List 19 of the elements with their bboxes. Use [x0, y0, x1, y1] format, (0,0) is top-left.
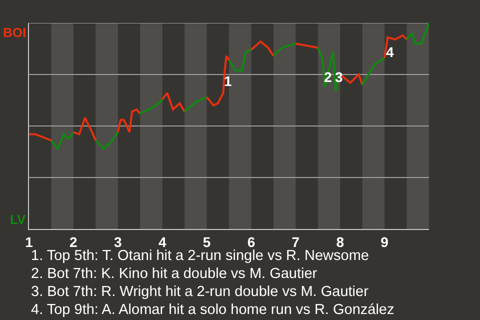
x-tick-label: 8 [336, 234, 344, 250]
x-tick-label: 9 [380, 234, 389, 250]
text: 4. Top 9th: A. Alomar hit a solo home run vs R. González [31, 302, 394, 318]
text: BOI [3, 25, 26, 40]
annotation: 1 [224, 73, 232, 89]
x-tick-label: 5 [202, 234, 211, 250]
x-tick-label: 1 [25, 234, 34, 250]
annotation: 2 [324, 69, 332, 85]
x-tick-label: 6 [247, 234, 256, 250]
text: LV [10, 212, 26, 227]
annotation: 4 [386, 44, 394, 60]
text: 3. Bot 7th: R. Wright hit a 2-run double vs M. Gautier [31, 284, 369, 300]
text: 2. Bot 7th: K. Kino hit a double vs M. Gautier [31, 266, 318, 282]
x-tick-label: 3 [114, 234, 122, 250]
text: 1. Top 5th: T. Otani hit a 2-run single vs R. Newsome [31, 248, 369, 264]
x-tick-label: 2 [70, 234, 78, 250]
x-tick-label: 4 [158, 234, 166, 250]
annotation: 3 [335, 69, 343, 85]
x-tick-label: 7 [292, 234, 300, 250]
